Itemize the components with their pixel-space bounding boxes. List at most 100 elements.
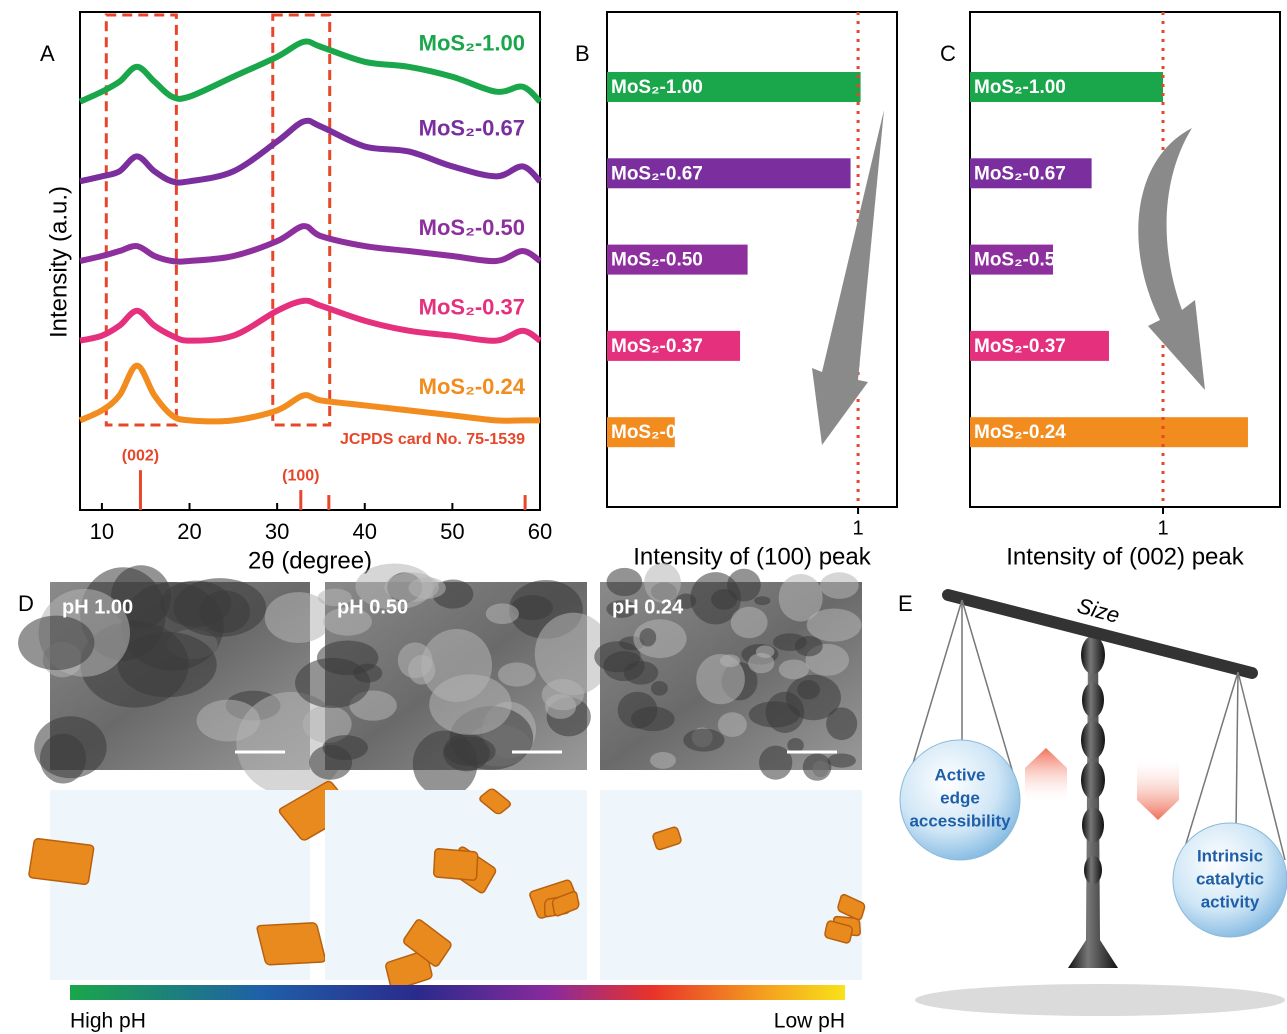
sem-grain [779, 660, 809, 680]
post-knob [1081, 761, 1105, 799]
x-axis-label: 2θ (degree) [248, 547, 372, 574]
panel-label: B [575, 41, 590, 66]
sem-grain [749, 701, 800, 727]
sem-label: pH 0.24 [612, 596, 684, 618]
y-axis-label: Intensity (a.u.) [45, 186, 72, 338]
sem-grain [683, 729, 724, 752]
pan-label: activity [1201, 892, 1260, 911]
pan-label: catalytic [1196, 869, 1264, 888]
figure: A B C D E MoS₂-1.00 MoS₂-0.67 MoS₂-0.50 MoS₂-0.3… [0, 0, 1287, 1034]
sem-grain [18, 616, 94, 671]
bar-label: MoS₂-0.24 [974, 422, 1066, 443]
gradient-label: High pH [70, 1010, 146, 1033]
beam-label: Size [1075, 593, 1123, 628]
sem-grain [754, 596, 770, 605]
x-tick-label: 50 [440, 519, 464, 544]
peak-label: (100) [282, 467, 319, 484]
sem-grain [197, 700, 260, 742]
down-arrow [1137, 760, 1179, 820]
ph-gradient [70, 985, 845, 1000]
sem-grain [820, 572, 859, 599]
x-tick-label: 60 [528, 519, 552, 544]
peak-label: (002) [122, 447, 159, 464]
gradient-label: Low pH [774, 1010, 845, 1033]
series-label: MoS₂-0.50 [419, 215, 525, 240]
sem-grain [718, 712, 747, 737]
pan-label: accessibility [909, 811, 1011, 830]
sem-grain [650, 752, 676, 769]
bar-label: MoS₂-1.00 [611, 77, 703, 98]
sem-grain [173, 578, 266, 637]
trend-arrow [1138, 128, 1205, 390]
panel-label: D [18, 591, 34, 616]
sem-label: pH 0.50 [337, 596, 408, 618]
sem-grain [827, 753, 855, 767]
sem-grain [651, 681, 668, 696]
sem-grain [803, 753, 832, 780]
bar-label: MoS₂-0.24 [611, 422, 703, 443]
series-label: MoS₂-1.00 [419, 31, 525, 56]
bar-label: MoS₂-0.67 [974, 163, 1066, 184]
pan-label: Intrinsic [1197, 846, 1263, 865]
x-tick-label: 20 [177, 519, 201, 544]
sem-grain [787, 738, 804, 753]
post-knob [1082, 807, 1104, 842]
sem-grain [398, 642, 433, 678]
x-tick-label: 1 [853, 517, 864, 539]
sem-grain [486, 603, 519, 624]
post-knob [1081, 636, 1105, 674]
post-knob [1082, 682, 1104, 717]
sem-grain [309, 745, 352, 780]
sem-grain [40, 734, 86, 784]
x-axis-label: Intensity of (002) peak [1006, 543, 1244, 570]
schematic-bg [325, 790, 587, 980]
sem-grain [807, 608, 862, 641]
x-tick-label: 30 [265, 519, 289, 544]
sem-grain [295, 658, 370, 708]
series-label: MoS₂-0.37 [419, 295, 525, 320]
x-tick-label: 40 [353, 519, 377, 544]
string [1236, 672, 1238, 830]
bar-label: MoS₂-0.50 [611, 250, 703, 271]
bar-label: MoS₂-0.50 [974, 250, 1066, 271]
x-tick-label: 10 [90, 519, 114, 544]
nanosheet [256, 923, 326, 965]
panel-label: A [40, 41, 55, 66]
bar-label: MoS₂-1.00 [974, 77, 1066, 98]
sem-grain [631, 707, 675, 732]
pan-label: edge [940, 788, 980, 807]
sem-grain [498, 662, 536, 686]
nanosheet [28, 838, 94, 884]
schematic-bg [600, 790, 862, 980]
sem-grain [720, 654, 740, 667]
sem-grain [607, 568, 643, 596]
shadow [915, 984, 1285, 1016]
sem-grain [639, 628, 656, 646]
up-arrow [1025, 748, 1067, 800]
sem-grain [731, 607, 768, 638]
highlight-box [106, 15, 176, 425]
post-knob [1084, 856, 1102, 885]
panel-label: C [940, 41, 956, 66]
sem-grain [797, 680, 820, 699]
reference-label: JCPDS card No. 75-1539 [340, 431, 525, 448]
bar-label: MoS₂-0.37 [611, 336, 703, 357]
x-tick-label: 1 [1157, 517, 1168, 539]
bar-label: MoS₂-0.67 [611, 163, 703, 184]
sem-label: pH 1.00 [62, 596, 133, 618]
sem-grain [118, 632, 217, 697]
nanosheet [434, 848, 478, 880]
sem-grain [795, 636, 823, 656]
series-label: MoS₂-0.24 [419, 374, 526, 399]
panel-label: E [898, 591, 913, 616]
sem-grain [711, 589, 737, 610]
series-label: MoS₂-0.67 [419, 115, 525, 140]
sem-grain [408, 577, 445, 599]
sem-grain [444, 737, 495, 766]
sem-grain [603, 651, 644, 681]
post-knob [1081, 721, 1105, 759]
pan-label: Active [934, 765, 985, 784]
bar-label: MoS₂-0.37 [974, 336, 1066, 357]
sem-grain [748, 653, 774, 673]
highlight-box [273, 15, 330, 425]
